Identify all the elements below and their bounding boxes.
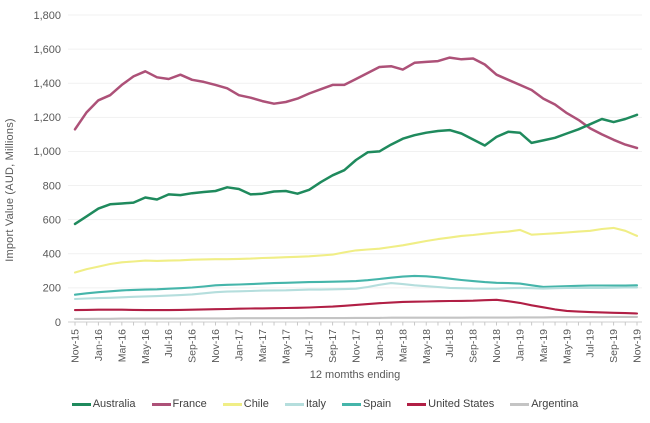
x-tick-label: Nov-16 — [210, 329, 222, 363]
x-tick-label: Mar-19 — [538, 329, 550, 362]
x-tick-label: May-19 — [561, 329, 573, 364]
series-line-chile — [73, 226, 639, 274]
series-line-spain — [73, 274, 639, 296]
x-tick-label: Mar-17 — [257, 329, 269, 362]
series-line-argentina — [73, 315, 639, 320]
legend-item-united-states: United States — [407, 398, 494, 410]
y-axis-title: Import Value (AUD, Millions) — [4, 118, 16, 262]
legend-line-swatch — [71, 402, 91, 406]
x-tick-label: Jul-17 — [304, 329, 316, 358]
legend-label: United States — [428, 398, 495, 410]
x-tick-label: Jan-19 — [514, 329, 526, 361]
legend-line-swatch — [342, 402, 362, 406]
x-tick-label: Sep-19 — [608, 329, 620, 363]
legend-line-swatch — [284, 402, 304, 406]
legend-item-chile: Chile — [222, 398, 269, 410]
legend-item-argentina: Argentina — [510, 398, 578, 410]
x-tick-label: Jul-18 — [444, 329, 456, 358]
x-tick-label: Nov-15 — [70, 329, 82, 363]
y-tick-label: 1,600 — [33, 44, 61, 56]
x-tick-label: Mar-18 — [397, 329, 409, 362]
x-tick-label: Sep-16 — [187, 329, 199, 363]
y-tick-label: 600 — [43, 214, 61, 226]
legend-item-france: France — [151, 398, 207, 410]
x-tick-label: Sep-17 — [327, 329, 339, 363]
legend-item-spain: Spain — [342, 398, 391, 410]
legend-label: Italy — [305, 398, 327, 410]
x-tick-label: May-17 — [280, 329, 292, 364]
legend-item-australia: Australia — [71, 398, 136, 410]
legend-line-swatch — [151, 402, 171, 406]
x-tick-label: May-18 — [421, 329, 433, 364]
legend-label: Argentina — [531, 398, 579, 410]
y-tick-label: 400 — [43, 249, 61, 261]
x-tick-label: Sep-18 — [468, 329, 480, 363]
x-tick-label: Jan-16 — [93, 329, 105, 361]
chart-legend: Australia France Chile Italy Spain United Sta… — [0, 398, 650, 410]
y-tick-label: 200 — [43, 283, 61, 295]
x-tick-label: Jan-17 — [233, 329, 245, 361]
x-tick-label: Jan-18 — [374, 329, 386, 361]
y-tick-label: 1,200 — [33, 112, 61, 124]
y-tick-label: 0 — [55, 317, 61, 329]
legend-label: France — [172, 398, 207, 410]
x-tick-label: May-16 — [140, 329, 152, 364]
series-line-united-states — [73, 298, 639, 315]
x-tick-label: Jul-19 — [585, 329, 597, 358]
x-tick-label: Jul-16 — [163, 329, 175, 358]
series-line-italy — [73, 282, 639, 301]
series-line-france — [73, 56, 639, 150]
legend-item-italy: Italy — [284, 398, 327, 410]
plot-area: 0 200 400 600 800 1,000 1,200 1,400 1,600 1,800 No… — [33, 10, 644, 364]
x-tick-label: Nov-18 — [491, 329, 503, 363]
x-axis-title: 12 momths ending — [309, 369, 401, 381]
legend-line-swatch — [222, 402, 242, 406]
legend-label: Spain — [363, 398, 392, 410]
y-tick-label: 1,800 — [33, 10, 61, 22]
y-tick-label: 1,000 — [33, 146, 61, 158]
x-tick-label: Mar-16 — [116, 329, 128, 362]
legend-line-swatch — [510, 402, 530, 406]
legend-line-swatch — [407, 402, 427, 406]
legend-label: Australia — [92, 398, 136, 410]
y-tick-label: 800 — [43, 180, 61, 192]
series-line-australia — [73, 113, 639, 226]
legend-label: Chile — [243, 398, 269, 410]
x-tick-label: Nov-19 — [632, 329, 644, 363]
y-tick-label: 1,400 — [33, 78, 61, 90]
x-tick-label: Nov-17 — [351, 329, 363, 363]
